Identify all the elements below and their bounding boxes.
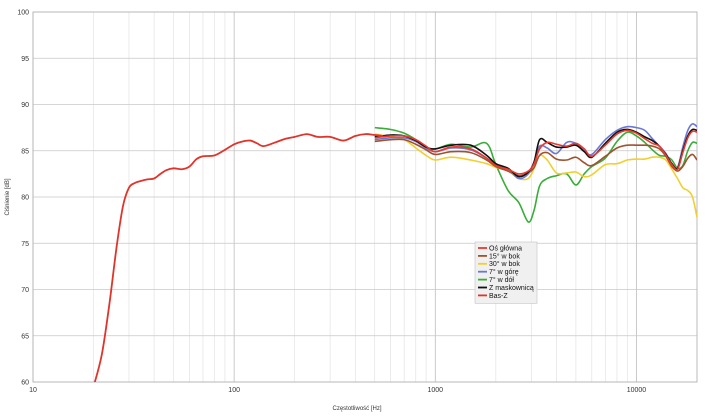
series-layer — [93, 123, 697, 382]
x-tick-label: 100 — [228, 387, 240, 394]
y-tick-label: 95 — [21, 56, 29, 63]
legend-label: 15° w bok — [489, 252, 520, 260]
x-tick-label: 10 — [29, 387, 37, 394]
grid — [32, 11, 698, 383]
legend-label: Bas-Z — [489, 293, 508, 300]
y-tick-label: 80 — [21, 195, 29, 202]
y-tick-label: 65 — [21, 333, 29, 340]
series-line-1 — [374, 129, 697, 175]
plot-border — [32, 11, 698, 383]
y-tick-label: 60 — [21, 380, 29, 387]
legend-label: 30° w bok — [489, 260, 520, 268]
legend-label: 7° w dół — [489, 276, 514, 284]
y-tick-label: 75 — [21, 241, 29, 248]
legend-box — [474, 241, 538, 304]
y-tick-label: 85 — [21, 148, 29, 155]
y-tick-label: 70 — [21, 287, 29, 294]
x-tick-label: 10000 — [627, 387, 647, 394]
y-axis-title: Ciśnienie [dB] — [5, 178, 11, 215]
legend-label: Oś główna — [489, 245, 522, 252]
y-tick-label: 90 — [21, 102, 29, 109]
legend-label: Z maskownicą — [489, 285, 534, 292]
x-axis-title: Częstotliwość [Hz] — [332, 406, 381, 412]
x-tick-labels: 10 100 1000 10000 — [29, 387, 646, 394]
series-line-7 — [93, 133, 384, 382]
plot-frame — [32, 11, 698, 383]
x-tick-label: 1000 — [428, 387, 444, 394]
y-tick-labels: 60 65 70 75 80 85 90 95 100 — [17, 10, 29, 387]
legend-label: 7° w górę — [489, 268, 519, 276]
series-line-3 — [374, 133, 697, 218]
y-tick-label: 100 — [17, 10, 29, 17]
